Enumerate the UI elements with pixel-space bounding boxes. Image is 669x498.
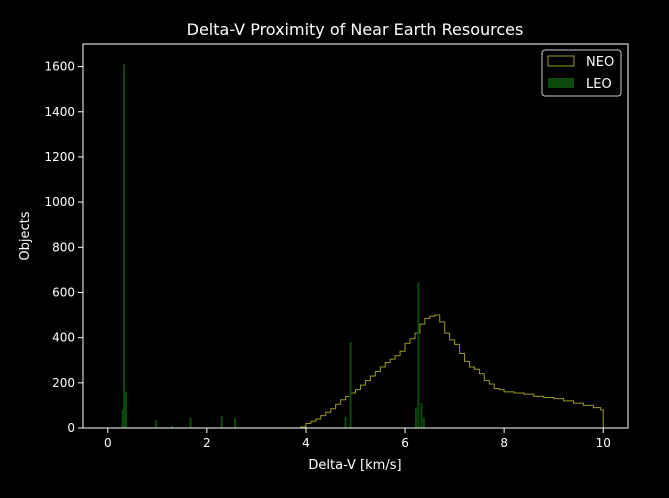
x-tick-label: 6 (401, 436, 409, 450)
leo-bar (189, 417, 192, 428)
x-tick-label: 4 (302, 436, 310, 450)
x-tick-label: 0 (104, 436, 112, 450)
y-tick-layer: 0 200 400 600 800 1000 1200 1400 1600 (44, 60, 83, 435)
axes-frame (82, 43, 629, 429)
y-tick-label: 600 (52, 285, 75, 299)
legend-swatch-leo (548, 78, 574, 88)
x-tick-label: 10 (596, 436, 611, 450)
leo-bar (422, 417, 425, 428)
leo-bar (121, 409, 124, 428)
leo-bar (234, 417, 237, 428)
y-tick-label: 800 (52, 240, 75, 254)
legend-label-leo: LEO (586, 77, 612, 92)
x-tick-label: 2 (203, 436, 211, 450)
leo-bar (417, 282, 420, 428)
y-tick-label: 1000 (44, 195, 75, 209)
legend-swatch-neo (547, 55, 575, 67)
y-tick-label: 0 (67, 421, 75, 435)
leo-bar (125, 391, 128, 428)
leo-bar (154, 420, 157, 428)
y-tick-label: 400 (52, 331, 75, 345)
legend: NEO LEO (541, 49, 622, 97)
leo-bar (123, 64, 126, 429)
y-tick-label: 200 (52, 376, 75, 390)
leo-bar (220, 415, 223, 428)
leo-bar (171, 425, 174, 428)
leo-bar (414, 407, 417, 428)
x-tick-label: 8 (500, 436, 508, 450)
x-tick-layer: 0 2 4 6 8 10 (104, 428, 611, 450)
neo-step-line (296, 314, 604, 429)
plot-layer (121, 64, 604, 429)
leo-bar (349, 342, 352, 428)
y-tick-label: 1200 (44, 150, 75, 164)
x-axis-label: Delta-V [km/s] (308, 458, 401, 473)
legend-label-neo: NEO (586, 55, 614, 70)
y-tick-label: 1600 (44, 60, 75, 74)
y-axis-label: Objects (18, 211, 33, 260)
y-tick-label: 1400 (44, 105, 75, 119)
chart-title: Delta-V Proximity of Near Earth Resource… (187, 20, 524, 39)
leo-bar (420, 403, 423, 428)
leo-bar (344, 416, 347, 428)
